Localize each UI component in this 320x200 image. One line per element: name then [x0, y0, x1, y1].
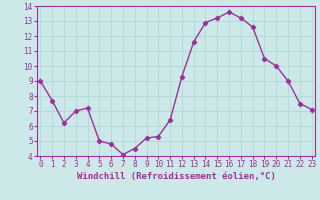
X-axis label: Windchill (Refroidissement éolien,°C): Windchill (Refroidissement éolien,°C)	[76, 172, 276, 181]
